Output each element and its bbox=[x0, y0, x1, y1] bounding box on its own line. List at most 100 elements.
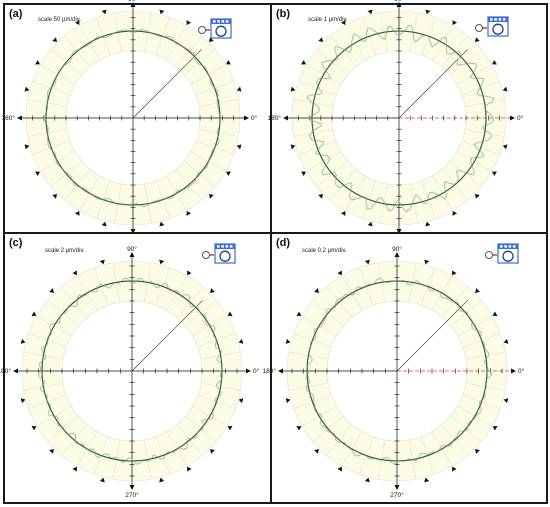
perimeter-marker-c bbox=[49, 449, 54, 454]
perimeter-marker-d bbox=[475, 288, 480, 293]
perimeter-marker-a bbox=[24, 144, 30, 150]
roundness-measurement-icon-c bbox=[202, 243, 236, 264]
perimeter-marker-b bbox=[425, 221, 431, 227]
scale-label-d: scale 0.2 µm/div. bbox=[302, 248, 347, 254]
perimeter-marker-b bbox=[301, 59, 306, 65]
angle-label-180-b: 180° bbox=[268, 114, 282, 122]
perimeter-marker-c bbox=[99, 477, 105, 483]
perimeter-marker-b bbox=[367, 221, 373, 227]
perimeter-marker-b bbox=[367, 9, 373, 15]
perimeter-marker-a bbox=[186, 211, 192, 216]
perimeter-marker-c bbox=[227, 311, 233, 316]
perimeter-marker-b bbox=[425, 9, 431, 15]
perimeter-marker-d bbox=[337, 270, 342, 276]
reference-circle-overlay-a bbox=[45, 30, 221, 206]
perimeter-marker-a bbox=[52, 193, 58, 199]
perimeter-marker-d bbox=[296, 311, 302, 316]
perimeter-marker-c bbox=[159, 477, 165, 483]
perimeter-marker-b bbox=[474, 37, 480, 43]
scale-label-c: scale 2 µm/div. bbox=[45, 248, 85, 254]
perimeter-marker-c bbox=[72, 270, 77, 276]
perimeter-marker-c bbox=[31, 426, 37, 431]
perimeter-marker-b bbox=[340, 20, 346, 25]
panel-label-b: (b) bbox=[276, 8, 291, 20]
perimeter-marker-d bbox=[424, 477, 430, 483]
scale-label-a: scale 50 µm/div. bbox=[38, 17, 82, 23]
perimeter-marker-d bbox=[452, 270, 457, 276]
icon-header-cell-c bbox=[229, 245, 233, 248]
perimeter-marker-a bbox=[208, 37, 214, 43]
perimeter-marker-a bbox=[159, 221, 165, 227]
panel-label-c: (c) bbox=[9, 237, 23, 249]
icon-header-cell-c bbox=[221, 245, 224, 248]
icon-header-cell-b bbox=[494, 18, 497, 21]
axes-b bbox=[283, 2, 515, 234]
pointer-line-a bbox=[132, 49, 202, 119]
perimeter-marker-b bbox=[492, 59, 497, 65]
perimeter-marker-a bbox=[226, 59, 231, 65]
perimeter-marker-b bbox=[502, 144, 508, 150]
icon-circle-d bbox=[502, 250, 514, 262]
perimeter-marker-b bbox=[301, 171, 306, 177]
axis-arrow-down-c bbox=[129, 485, 135, 490]
measured-profile-b bbox=[306, 24, 495, 213]
perimeter-marker-d bbox=[314, 288, 319, 293]
panel-d: 90° 0° 270° 180° (d) scale 0.2 µm/div. bbox=[263, 232, 548, 504]
axis-arrow-up-b bbox=[396, 2, 402, 7]
roundness-measurement-icon-b bbox=[475, 16, 509, 37]
perimeter-marker-d bbox=[424, 259, 430, 265]
perimeter-markers-d bbox=[285, 259, 509, 483]
perimeter-marker-c bbox=[238, 338, 244, 344]
perimeter-marker-d bbox=[285, 398, 291, 404]
polar-plot-c: 90° 0° 270° 180° bbox=[0, 243, 260, 499]
angle-label-180-d: 180° bbox=[263, 367, 277, 375]
angle-label-180-a: 180° bbox=[2, 114, 16, 122]
angle-label-90-a: 90° bbox=[128, 0, 138, 3]
probe-ring-icon-c bbox=[202, 251, 210, 259]
perimeter-marker-d bbox=[337, 466, 342, 472]
perimeter-marker-a bbox=[35, 59, 40, 65]
polar-plot-d: 90° 0° 270° 180° bbox=[263, 243, 525, 499]
perimeter-marker-b bbox=[452, 20, 458, 25]
perimeter-marker-a bbox=[101, 9, 107, 15]
polar-plot-b: 90°0°270°180° bbox=[268, 0, 524, 243]
angle-label-0-a: 0° bbox=[251, 114, 258, 122]
perimeter-marker-d bbox=[475, 449, 480, 454]
reference-circle-overlay-d bbox=[306, 280, 488, 462]
perimeter-marker-b bbox=[290, 144, 296, 150]
perimeter-marker-d bbox=[364, 477, 370, 483]
perimeter-marker-a bbox=[74, 211, 80, 216]
reference-circle-overlay-c bbox=[41, 280, 223, 462]
perimeter-marker-b bbox=[492, 171, 497, 177]
pointer-line-b bbox=[398, 49, 468, 119]
perimeter-marker-c bbox=[72, 466, 77, 472]
perimeter-marker-d bbox=[285, 338, 291, 344]
perimeter-markers-a bbox=[24, 9, 242, 227]
probe-ring-icon-b bbox=[475, 24, 483, 32]
axis-arrow-up-c bbox=[129, 252, 135, 257]
measured-profile-c bbox=[38, 277, 223, 465]
perimeter-marker-c bbox=[210, 449, 215, 454]
icon-header-cell-b bbox=[498, 18, 502, 21]
perimeter-marker-d bbox=[296, 426, 302, 431]
angle-label-0-d: 0° bbox=[518, 367, 525, 375]
icon-header-b bbox=[488, 17, 508, 22]
panel-c: 90° 0° 270° 180° (c) scale 2 µm/div. bbox=[0, 232, 272, 504]
panel-label-d: (d) bbox=[276, 237, 291, 249]
axis-arrow-up-a bbox=[130, 2, 136, 7]
perimeter-marker-c bbox=[20, 338, 26, 344]
icon-header-a bbox=[211, 19, 231, 24]
icon-circle-a bbox=[215, 25, 227, 37]
icon-header-cell-b bbox=[490, 18, 493, 21]
perimeter-markers-b bbox=[290, 9, 508, 227]
perimeter-marker-d bbox=[452, 466, 457, 472]
icon-header-cell-b bbox=[502, 18, 506, 21]
axes-d bbox=[278, 252, 516, 490]
perimeter-marker-c bbox=[159, 259, 165, 265]
angle-label-270-d: 270° bbox=[390, 491, 404, 499]
perimeter-marker-b bbox=[290, 86, 296, 92]
perimeter-marker-c bbox=[187, 466, 192, 472]
axis-arrow-left-d bbox=[278, 368, 283, 374]
panel-label-a: (a) bbox=[9, 8, 23, 20]
